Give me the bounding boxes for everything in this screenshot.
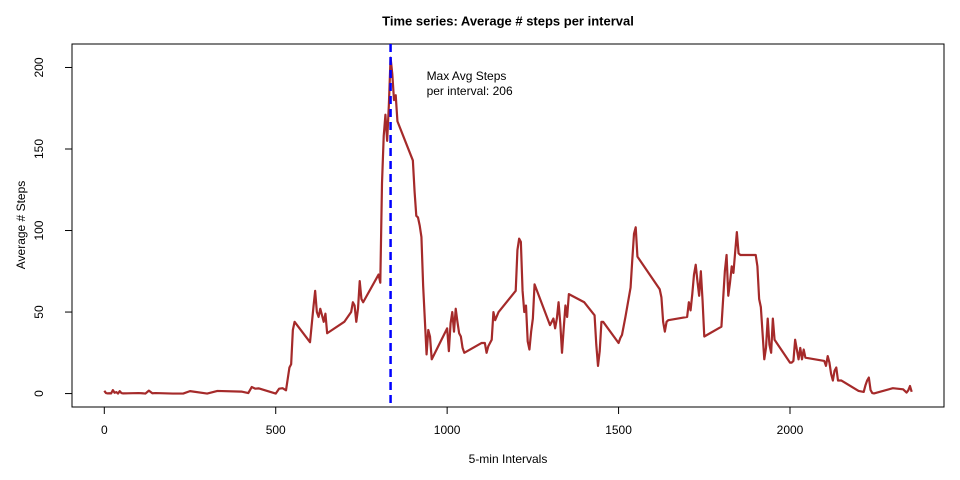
x-tick-label: 1000 bbox=[434, 423, 461, 437]
x-tick-label: 1500 bbox=[605, 423, 632, 437]
y-tick-label: 0 bbox=[32, 390, 46, 397]
x-tick-label: 0 bbox=[101, 423, 108, 437]
y-axis-label: Average # Steps bbox=[14, 181, 28, 270]
x-tick-label: 2000 bbox=[777, 423, 804, 437]
y-tick-label: 150 bbox=[32, 139, 46, 159]
y-tick-label: 50 bbox=[32, 305, 46, 319]
y-tick-label: 100 bbox=[32, 220, 46, 240]
y-tick-label: 200 bbox=[32, 57, 46, 77]
annotation: Max Avg Steps bbox=[427, 69, 507, 83]
plot-box bbox=[71, 43, 945, 408]
annotation: per interval: 206 bbox=[427, 84, 513, 98]
x-axis-label: 5-min Intervals bbox=[469, 452, 548, 466]
x-tick-label: 500 bbox=[266, 423, 286, 437]
chart-title: Time series: Average # steps per interva… bbox=[382, 13, 634, 28]
data-line bbox=[103, 56, 913, 395]
